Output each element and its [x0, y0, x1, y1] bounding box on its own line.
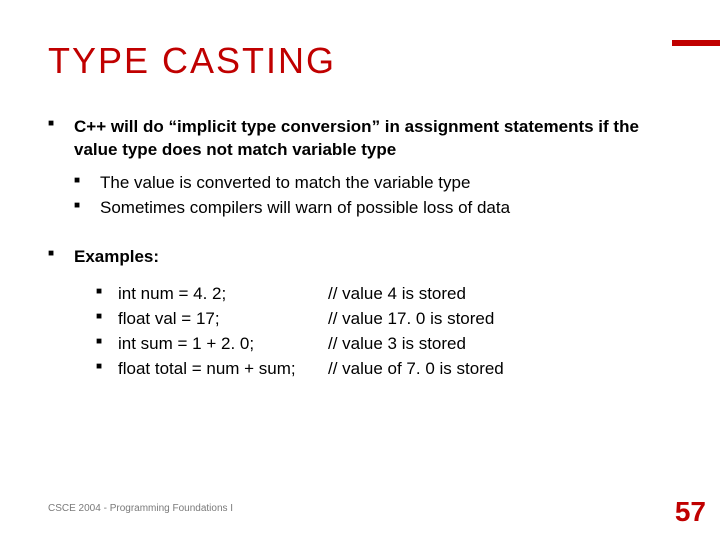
bullet-item: Examples: int num = 4. 2; // value 4 is …: [48, 246, 672, 381]
footer-text: CSCE 2004 - Programming Foundations I: [48, 503, 233, 514]
slide-body: C++ will do “implicit type conversion” i…: [48, 116, 672, 380]
example-code: float val = 17;: [118, 308, 328, 331]
example-item: float total = num + sum; // value of 7. …: [96, 358, 672, 381]
example-item: int sum = 1 + 2. 0; // value 3 is stored: [96, 333, 672, 356]
slide: TYPE CASTING C++ will do “implicit type …: [0, 0, 720, 540]
bullet-text: Examples:: [74, 246, 672, 269]
example-comment: // value 3 is stored: [328, 333, 466, 356]
example-item: int num = 4. 2; // value 4 is stored: [96, 283, 672, 306]
bullet-text: Sometimes compilers will warn of possibl…: [100, 198, 510, 217]
page-title: TYPE CASTING: [48, 40, 672, 82]
bullet-item: Sometimes compilers will warn of possibl…: [74, 197, 672, 220]
bullet-item: C++ will do “implicit type conversion” i…: [48, 116, 672, 220]
accent-bar: [672, 40, 720, 46]
bullet-text: C++ will do “implicit type conversion” i…: [74, 116, 672, 162]
bullet-text: The value is converted to match the vari…: [100, 173, 470, 192]
page-number: 57: [675, 496, 706, 528]
example-comment: // value 4 is stored: [328, 283, 466, 306]
example-comment: // value of 7. 0 is stored: [328, 358, 504, 381]
example-code: float total = num + sum;: [118, 358, 328, 381]
bullet-list-level2: The value is converted to match the vari…: [74, 172, 672, 220]
example-code: int sum = 1 + 2. 0;: [118, 333, 328, 356]
title-area: TYPE CASTING: [48, 40, 672, 82]
example-code: int num = 4. 2;: [118, 283, 328, 306]
bullet-list-level3: int num = 4. 2; // value 4 is stored flo…: [96, 283, 672, 381]
bullet-list-level1: C++ will do “implicit type conversion” i…: [48, 116, 672, 380]
example-item: float val = 17; // value 17. 0 is stored: [96, 308, 672, 331]
example-comment: // value 17. 0 is stored: [328, 308, 494, 331]
bullet-item: The value is converted to match the vari…: [74, 172, 672, 195]
